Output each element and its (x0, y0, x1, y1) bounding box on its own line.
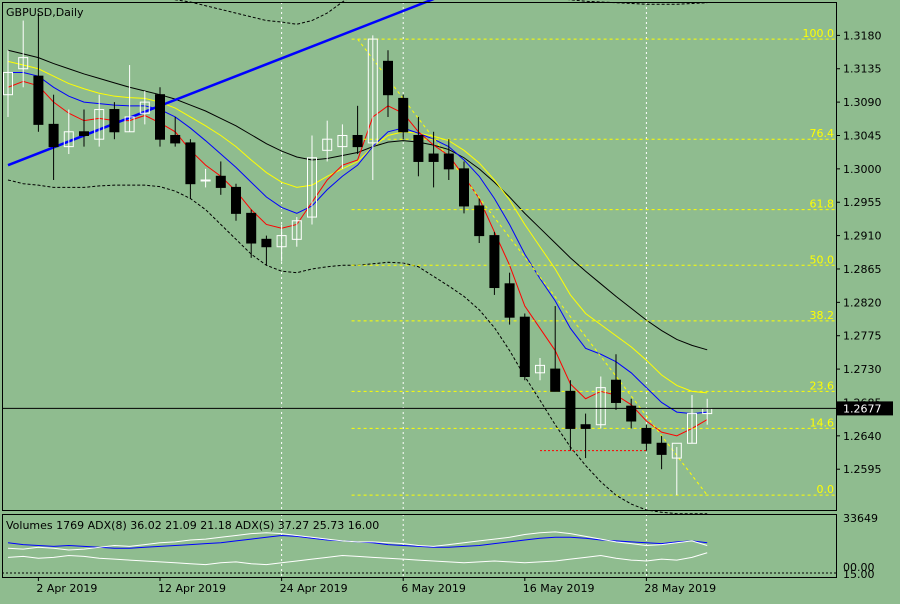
y-tick-label: 1.2640 (843, 430, 882, 443)
candle-body (565, 390, 576, 429)
last-price-badge (837, 401, 893, 416)
candle-body (671, 442, 682, 459)
indicator-y-label: 33649 (843, 512, 878, 525)
candle-body (109, 109, 120, 133)
ma-mid-line (8, 71, 708, 415)
candle-body (413, 134, 424, 162)
indicator-panel-frame (2, 514, 837, 578)
y-tick-label: 1.2955 (843, 196, 882, 209)
x-tick-label: 6 May 2019 (401, 582, 466, 595)
fibonacci-layer: 100.0 76.4 61.8 50.0 38.2 23.6 14.6 0.0 (351, 27, 836, 496)
x-tick-label: 16 May 2019 (523, 582, 595, 595)
candle-body (155, 94, 165, 140)
envelope-layer (7, 0, 708, 515)
y-tick-label: 1.2865 (843, 263, 882, 276)
x-tick-label: 24 Apr 2019 (280, 582, 348, 595)
candle-body (215, 175, 226, 188)
candle-body (139, 101, 150, 114)
y-tick-label: 1.2775 (843, 330, 882, 343)
trendline-layer (7, 0, 435, 167)
ma-slow-line (7, 60, 708, 394)
indicator-title: Volumes 1769 ADX(8) 36.02 21.09 21.18 AD… (6, 519, 379, 532)
candle-body (231, 186, 241, 214)
y-tick-label: 1.3135 (843, 63, 882, 76)
candle-body (474, 205, 485, 237)
candle-body (459, 168, 469, 207)
candle-body (519, 316, 530, 378)
ma-long-line (7, 49, 708, 351)
fibo-level-label: 100.0 (803, 27, 835, 40)
candle-body (3, 71, 13, 96)
fibo-level-label: 38.2 (810, 309, 835, 322)
x-tick-label: 12 Apr 2019 (158, 582, 226, 595)
candle-body (398, 97, 409, 133)
fibo-level-label: 76.4 (810, 127, 835, 140)
candle-body (170, 134, 181, 144)
candle-body (63, 131, 74, 148)
candle-body (246, 212, 257, 244)
y-tick-label: 1.2820 (843, 296, 882, 309)
y-tick-label: 1.3090 (843, 96, 882, 109)
candle-body (611, 379, 621, 403)
indicator-y-label: 15.00 (843, 568, 875, 581)
envelope-upper-line (173, 0, 708, 25)
fibo-level-label: 61.8 (810, 198, 835, 211)
candle-body (200, 179, 211, 182)
trendline (7, 0, 435, 167)
fibo-level-label: 14.6 (810, 416, 835, 429)
y-tick-label: 1.2595 (843, 463, 882, 476)
candle-body (367, 38, 378, 144)
envelope-lower-line (7, 179, 708, 515)
candle-body (504, 283, 515, 318)
candle-body (79, 131, 89, 136)
grid-layer (281, 2, 647, 577)
candle-body (595, 387, 606, 426)
x-tick-label: 2 Apr 2019 (36, 582, 97, 595)
candle-body (337, 134, 348, 148)
candle-body (580, 424, 591, 429)
candle-body (291, 220, 302, 240)
fibo-level-label: 50.0 (810, 253, 835, 266)
candle-body (94, 109, 105, 140)
indicator-y-label: 00.00 (843, 561, 875, 574)
candle-body (656, 442, 667, 455)
candle-body (550, 368, 561, 392)
y-tick-label: 1.3045 (843, 129, 882, 142)
candle-body (489, 235, 500, 289)
price-panel-frame (2, 2, 837, 511)
candle-body (276, 235, 287, 248)
candle-body (185, 142, 196, 185)
candle-body (687, 413, 697, 444)
chart-title: GBPUSD,Daily (6, 6, 84, 19)
candle-body (307, 157, 317, 218)
candle-body (261, 238, 272, 248)
candle-body (48, 123, 59, 148)
x-tick-label: 28 May 2019 (644, 582, 716, 595)
indicator-plus-di-line (7, 531, 708, 551)
candle-body (18, 57, 29, 70)
candle-body (428, 153, 439, 162)
fibo-level-label: 23.6 (810, 379, 835, 392)
y-tick-label: 1.2730 (843, 363, 882, 376)
indicator-minus-di-line (7, 552, 708, 566)
candle-body (626, 405, 637, 422)
candles-layer (3, 13, 713, 496)
candle-body (322, 138, 333, 151)
y-tick-label: 1.3000 (843, 163, 882, 176)
y-tick-label: 1.3180 (843, 29, 882, 42)
candle-body (535, 364, 545, 374)
candle-body (124, 116, 135, 133)
candle-body (641, 427, 652, 444)
fibo-level-label: 0.0 (817, 483, 835, 496)
y-tick-label: 1.2910 (843, 230, 882, 243)
candle-body (352, 134, 363, 148)
candle-body (383, 60, 393, 96)
candle-body (33, 75, 44, 125)
axes-layer: 1.3180 1.3135 1.3090 1.3045 1.3000 1.2955 1.29… (2, 2, 893, 595)
candle-body (443, 153, 454, 170)
last-price-label: 1.2677 (843, 402, 882, 415)
